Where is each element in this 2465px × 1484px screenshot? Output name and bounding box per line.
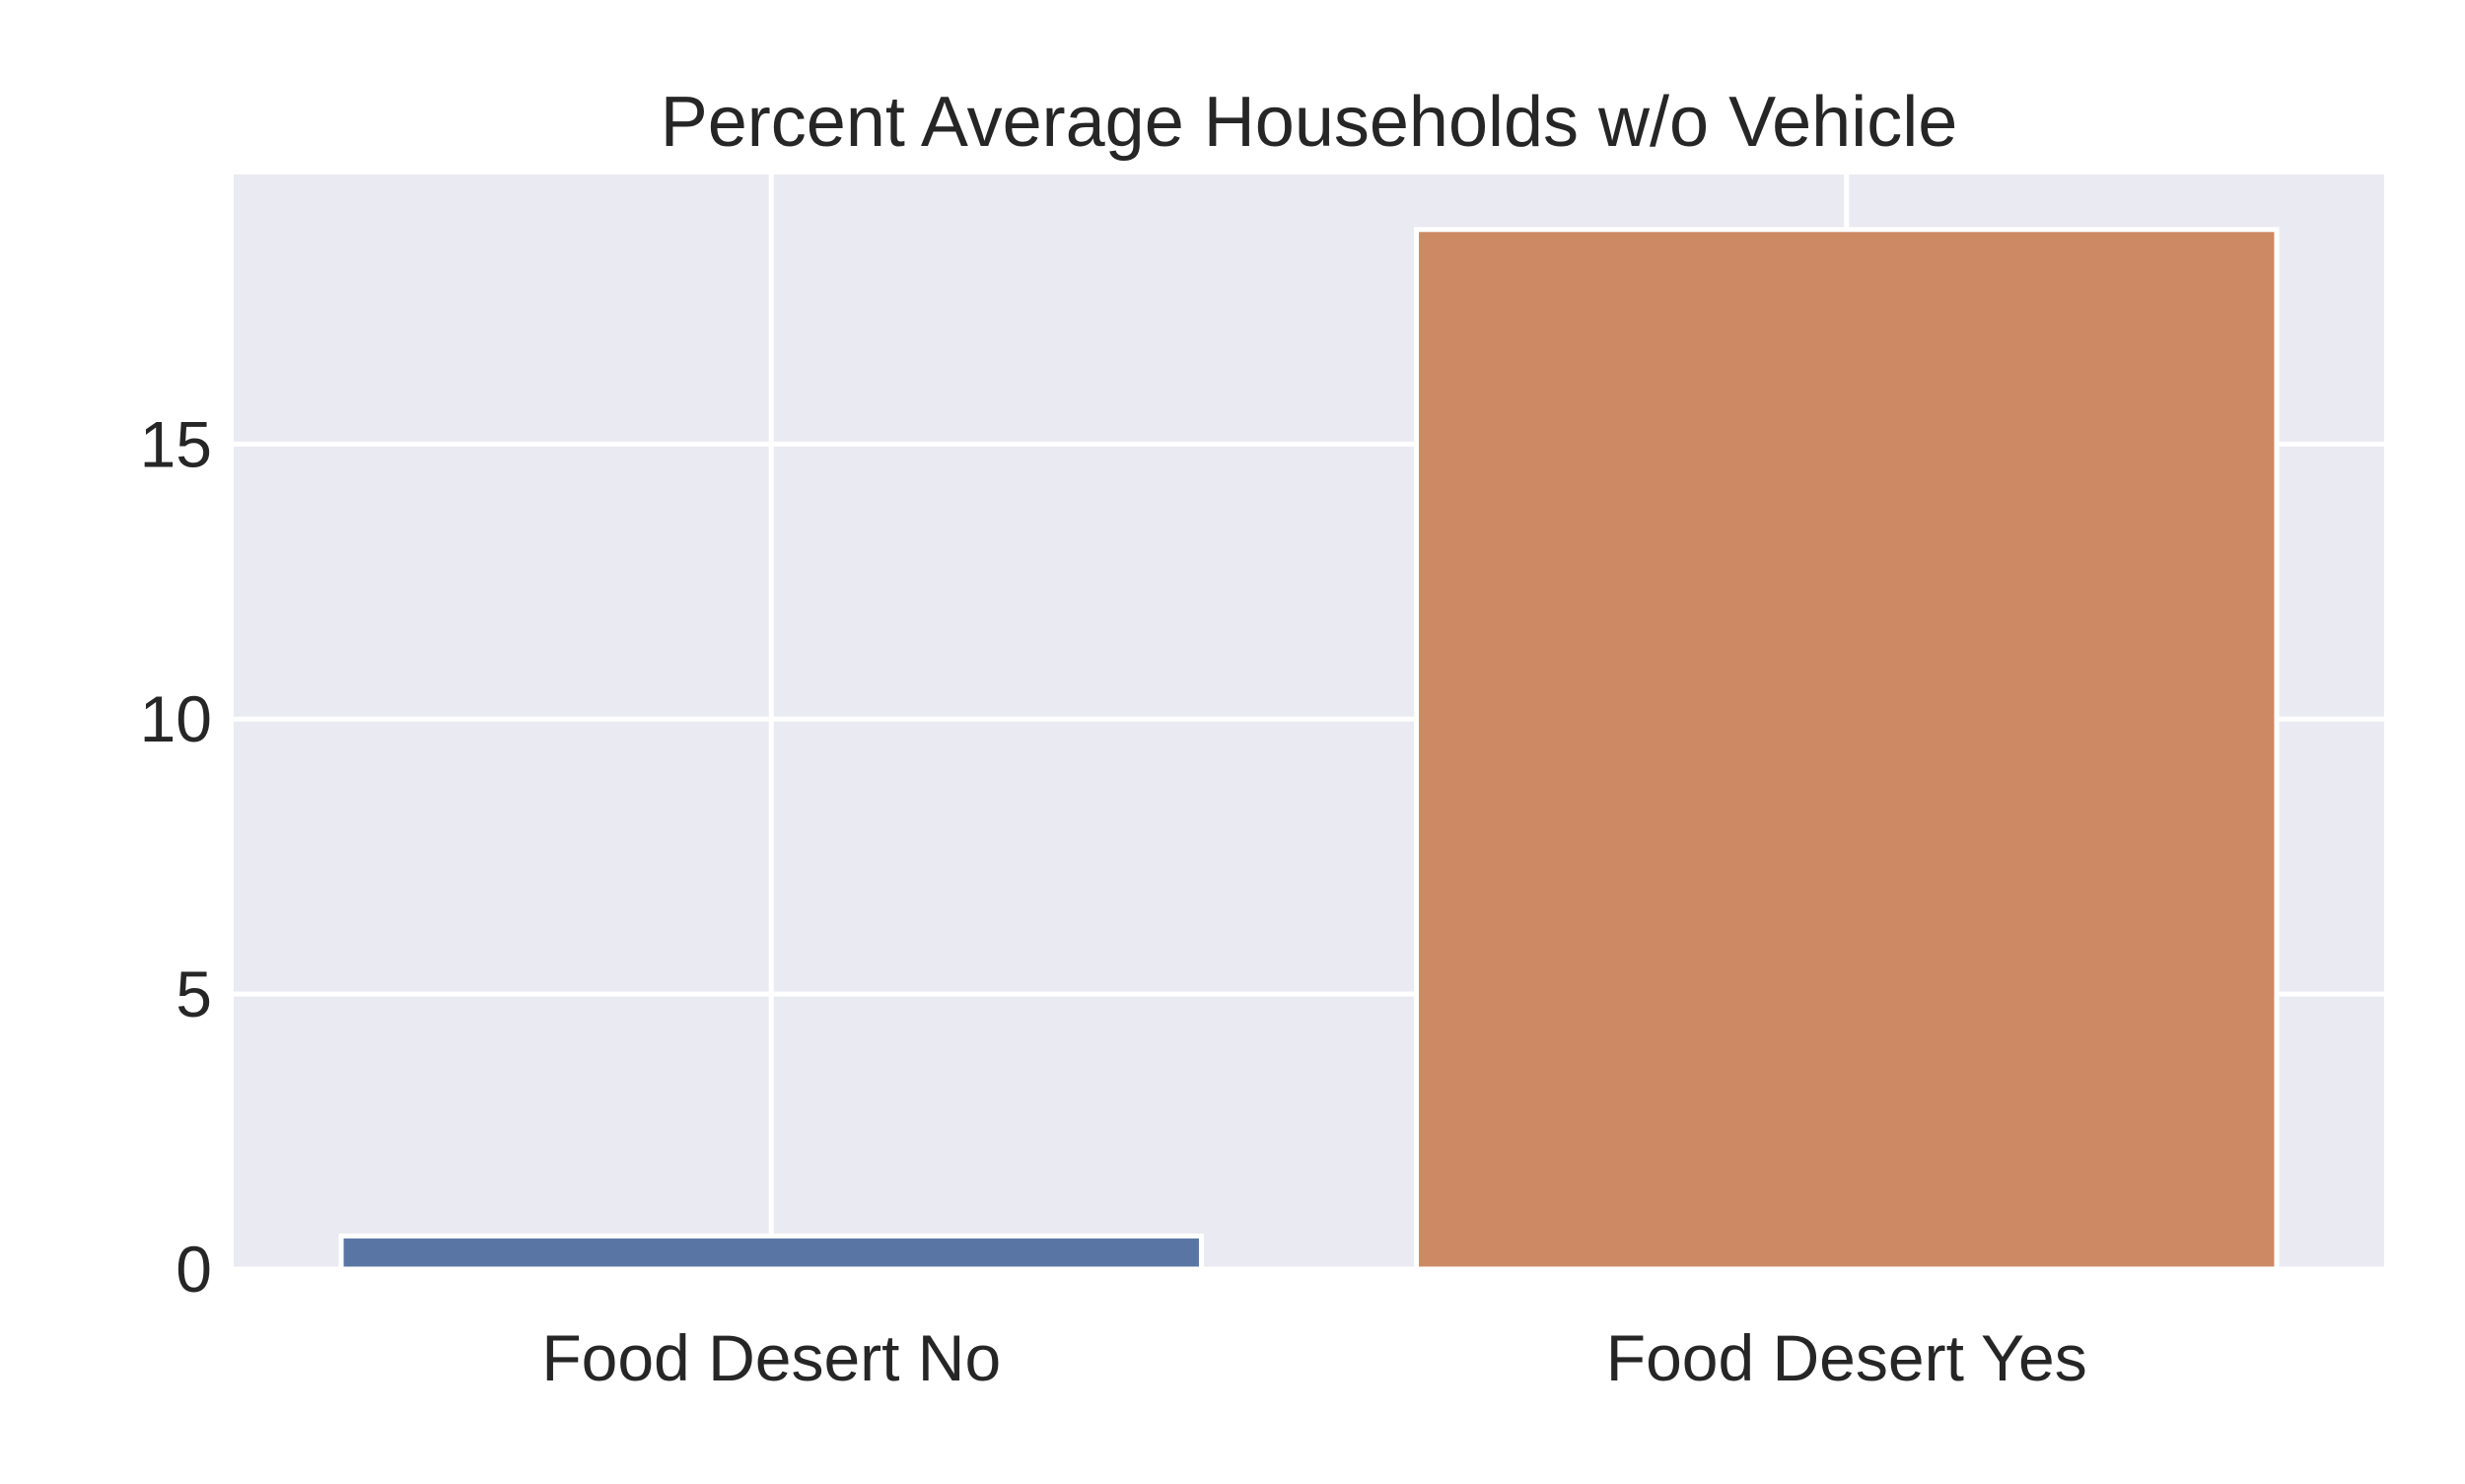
chart-title: Percent Average Households w/o Vehicle xyxy=(661,83,1958,162)
y-tick-label: 5 xyxy=(176,957,212,1030)
y-tick-label: 0 xyxy=(176,1233,212,1306)
bars xyxy=(338,227,2280,1272)
y-axis-ticks: 0 5 10 15 xyxy=(140,407,212,1306)
y-tick-label: 10 xyxy=(140,682,212,755)
x-axis-ticks: Food Desert No Food Desert Yes xyxy=(541,1321,2086,1394)
x-tick-label: Food Desert Yes xyxy=(1606,1321,2087,1394)
bar-1 xyxy=(1414,227,2280,1272)
y-tick-label: 15 xyxy=(140,407,212,480)
bar-0 xyxy=(338,1234,1204,1272)
x-tick-label: Food Desert No xyxy=(541,1321,1001,1394)
